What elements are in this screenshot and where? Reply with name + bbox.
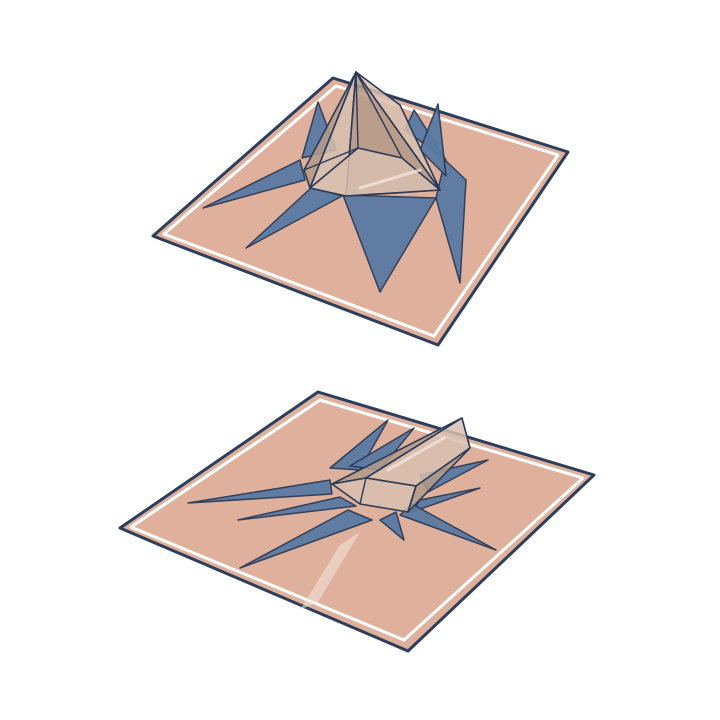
- upper-scene: [153, 72, 568, 345]
- lower-scene: [120, 392, 594, 651]
